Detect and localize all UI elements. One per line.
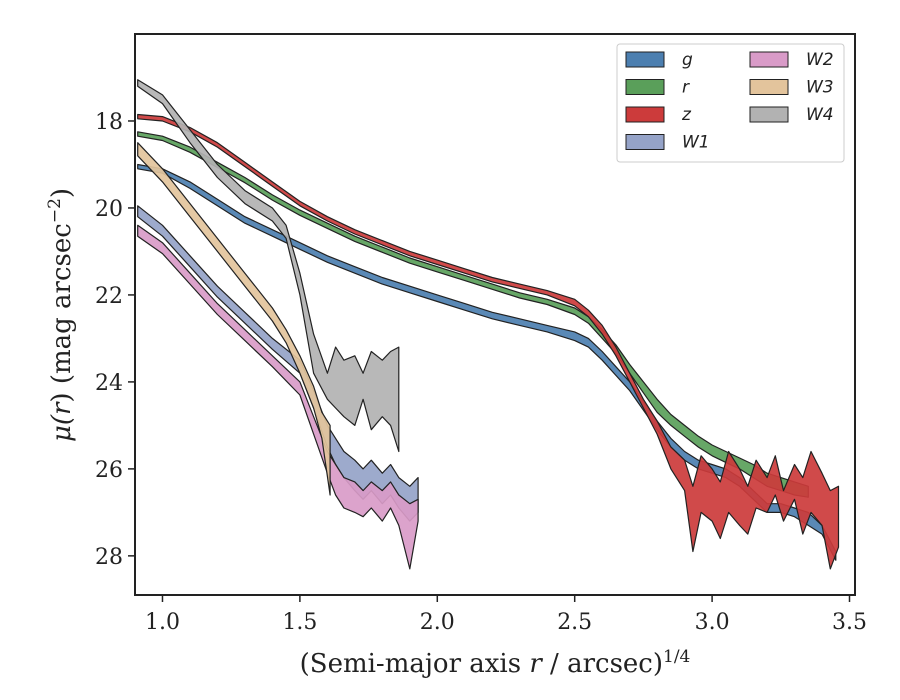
y-tick-label: 20 xyxy=(95,197,123,222)
legend-swatch-w3 xyxy=(749,79,789,95)
x-axis-label: (Semi-major axis r / arcsec)1/4 xyxy=(300,647,691,679)
legend-box xyxy=(616,43,845,163)
legend-label-w4: W4 xyxy=(806,105,834,125)
x-tick-label: 2.5 xyxy=(557,610,592,635)
legend-label-w2: W2 xyxy=(806,50,834,70)
legend-label-w3: W3 xyxy=(806,78,834,98)
x-tick-label: 3.5 xyxy=(832,610,867,635)
y-axis-label: μ(r) (mag arcsec−2) xyxy=(45,188,77,442)
y-tick-label: 18 xyxy=(95,110,123,135)
legend-swatch-g xyxy=(625,51,665,68)
band-g xyxy=(137,163,837,561)
x-tick-label: 2.0 xyxy=(420,610,455,635)
legend: grz W1 W2 W3 W4 xyxy=(616,43,845,163)
band-w2 xyxy=(137,224,419,570)
x-tick-label: 3.0 xyxy=(695,610,730,635)
legend-swatch-z xyxy=(625,106,665,123)
band-w4 xyxy=(137,79,400,453)
legend-label-z: z xyxy=(681,105,692,125)
legend-swatch-w1 xyxy=(625,134,665,150)
y-tick-label: 24 xyxy=(95,371,123,396)
legend-label-r: r xyxy=(682,78,690,98)
legend-swatch-w2 xyxy=(749,51,789,68)
legend-swatch-r xyxy=(625,79,665,95)
y-tick-label: 26 xyxy=(95,458,123,483)
y-tick-label: 22 xyxy=(95,284,123,309)
legend-label-g: g xyxy=(682,50,693,70)
profile-bands xyxy=(137,79,840,570)
x-tick-label: 1.0 xyxy=(145,610,180,635)
y-tick-label: 28 xyxy=(95,545,123,570)
band-w3 xyxy=(137,142,331,496)
legend-label-w1: W1 xyxy=(682,133,710,153)
legend-swatch-w4 xyxy=(749,106,789,123)
x-tick-label: 1.5 xyxy=(282,610,317,635)
axis-ticks: 1.0 1.5 2.0 2.5 3.0 3.5 18 20 22 24 26 28 xyxy=(95,110,867,635)
band-z xyxy=(137,113,840,570)
